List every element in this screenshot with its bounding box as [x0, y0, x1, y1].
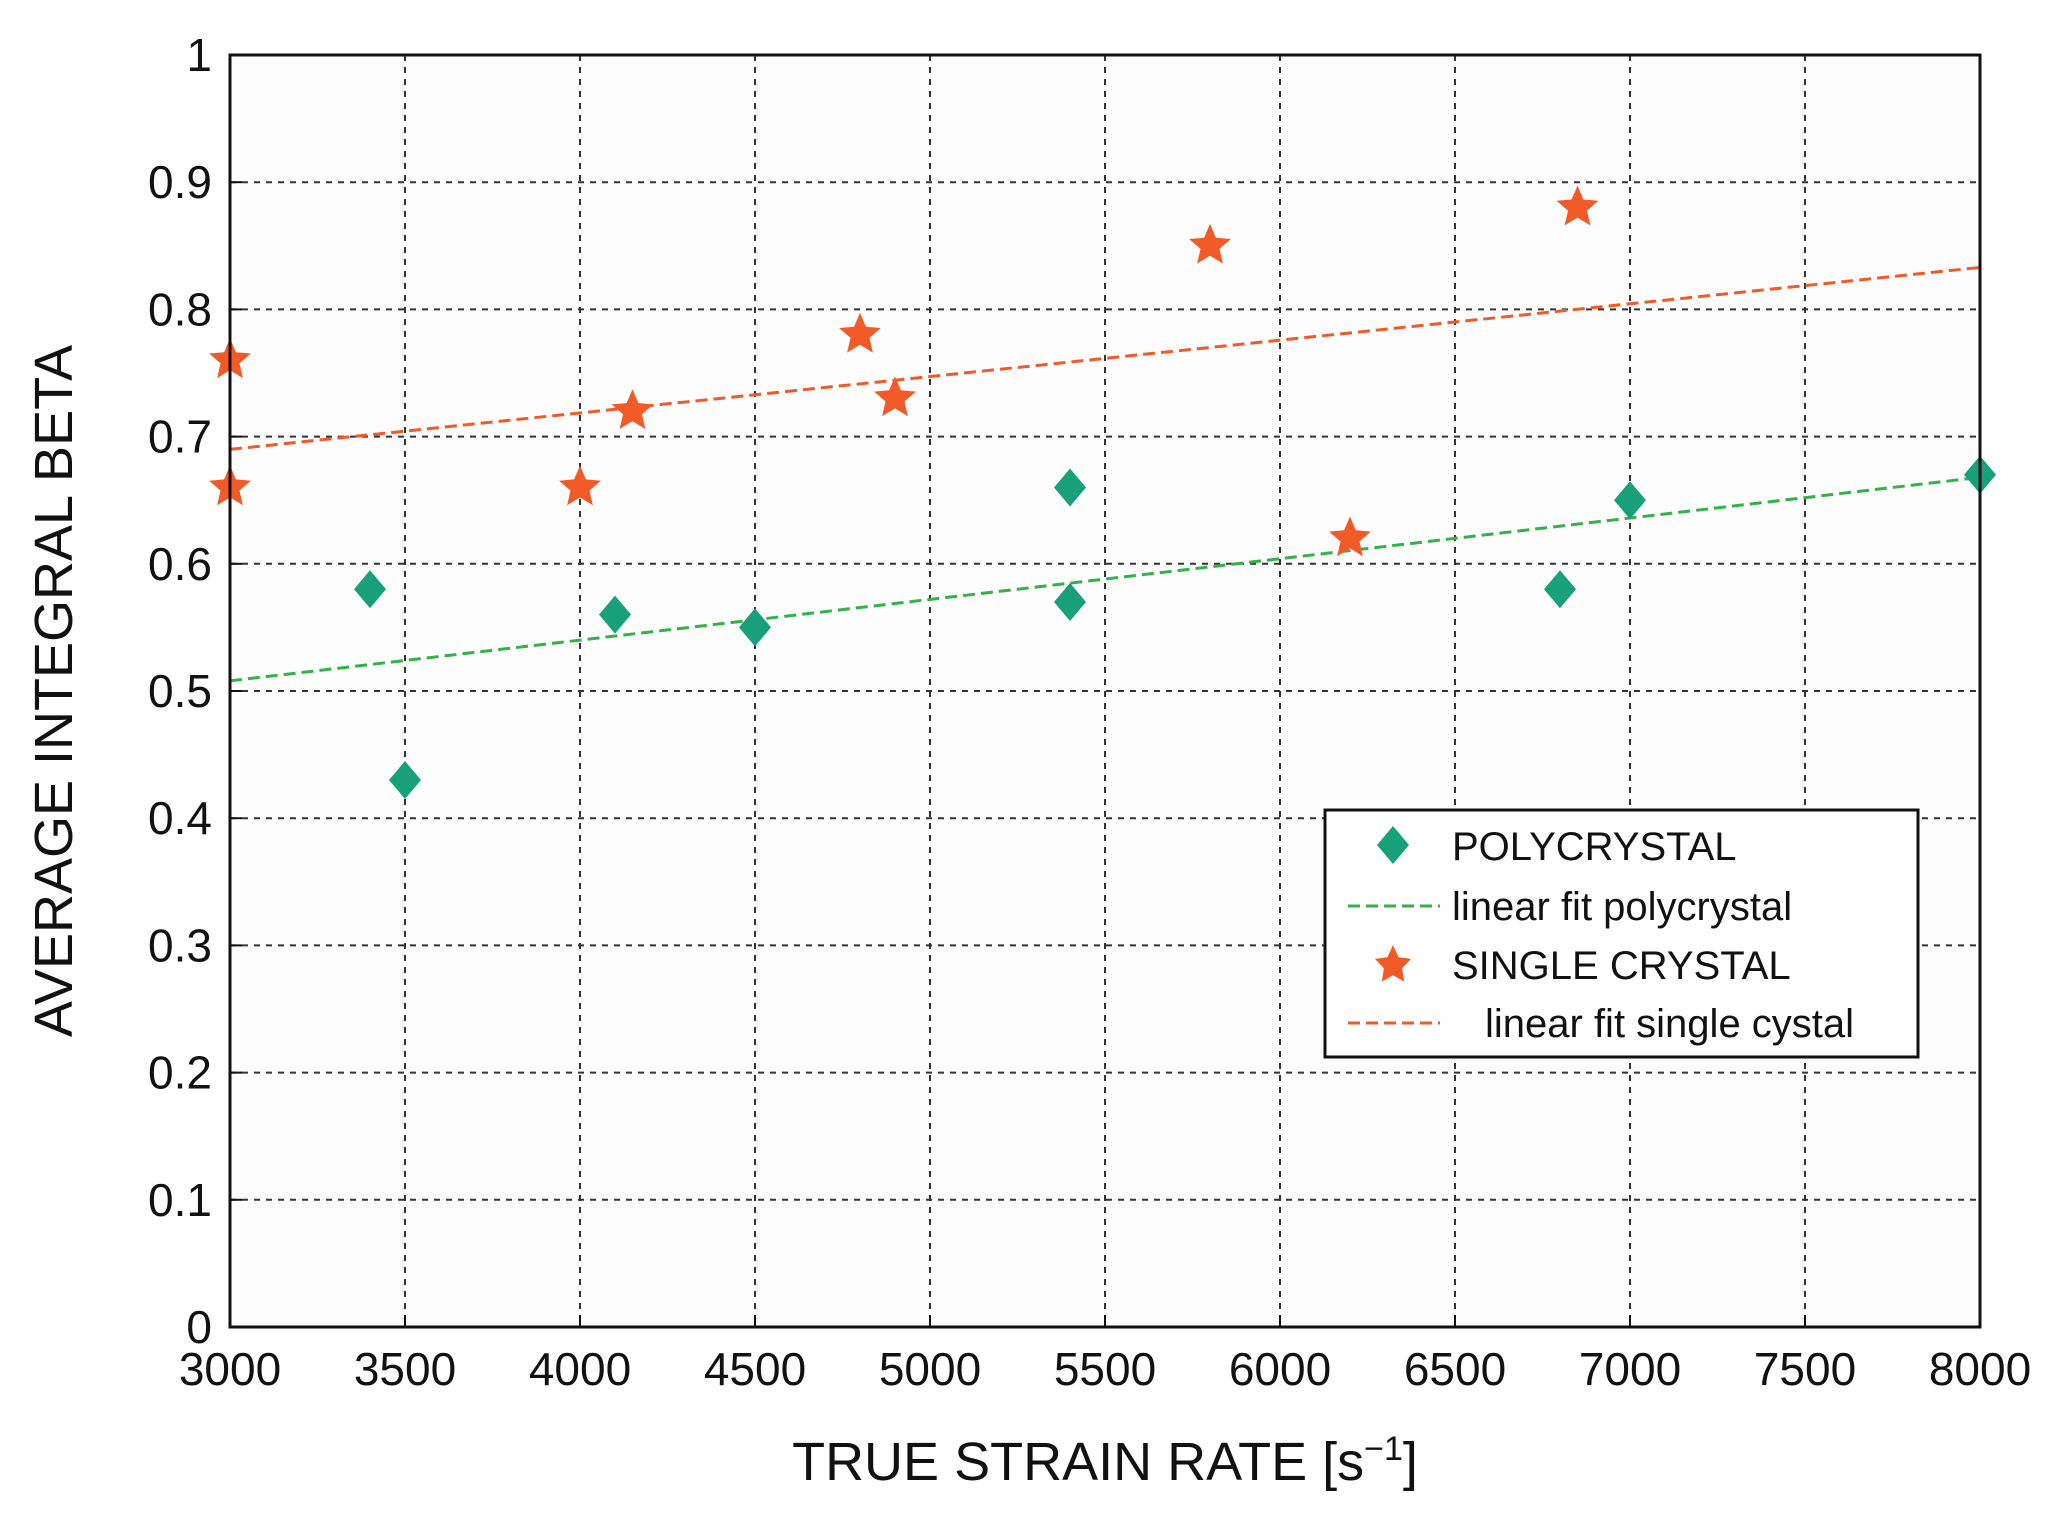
y-axis-title: AVERAGE INTEGRAL BETA [24, 345, 84, 1037]
marker-layer [209, 185, 1996, 800]
x-tick-label: 7000 [1579, 1343, 1681, 1395]
single-crystal-point [1329, 516, 1371, 557]
single-crystal-point [874, 376, 916, 417]
linear-fit-single-cystal-line [229, 265, 1981, 451]
single-crystal-point [1556, 185, 1599, 226]
x-tick-label: 4500 [704, 1343, 806, 1395]
legend-label-polycrystal-fit: linear fit polycrystal [1452, 885, 1792, 929]
polycrystal-point [1054, 582, 1086, 621]
y-tick-label: 0 [186, 1301, 212, 1353]
polycrystal-point [389, 761, 421, 800]
y-tick-label: 1 [186, 29, 212, 81]
y-tick-label: 0.2 [148, 1047, 212, 1099]
linear-fit-polycrystal-line [229, 475, 1981, 683]
x-axis-title: TRUE STRAIN RATE [s−1] [792, 1430, 1418, 1492]
x-tick-label: 6000 [1229, 1343, 1331, 1395]
x-tick-label: 3000 [179, 1343, 281, 1395]
x-axis-title-superscript: −1 [1364, 1430, 1403, 1468]
legend: POLYCRYSTAL linear fit polycrystal SINGL… [1323, 808, 1920, 1059]
polycrystal-point [1614, 481, 1646, 520]
y-tick-label: 0.7 [148, 411, 212, 463]
legend-label-single-crystal-fit: linear fit single cystal [1485, 1002, 1854, 1046]
fit-line-layer [229, 265, 1981, 683]
x-tick-label: 7500 [1754, 1343, 1856, 1395]
tick-label-layer: 3000 3500 4000 4500 5000 5500 6000 6500 7000 7500… [148, 29, 2031, 1395]
x-axis-title-main: TRUE STRAIN RATE [s [792, 1432, 1364, 1492]
x-tick-label: 3500 [354, 1343, 456, 1395]
legend-label-polycrystal: POLYCRYSTAL [1452, 825, 1737, 869]
x-axis-title-suffix: ] [1403, 1432, 1418, 1492]
polycrystal-point [354, 570, 386, 609]
y-tick-label: 0.4 [148, 792, 212, 844]
y-tick-label: 0.9 [148, 156, 212, 208]
polycrystal-point [1544, 570, 1576, 609]
y-tick-label: 0.5 [148, 665, 212, 717]
x-tick-label: 5500 [1054, 1343, 1156, 1395]
polycrystal-point [739, 608, 771, 647]
polycrystal-point [1054, 468, 1086, 507]
single-crystal-point [611, 389, 654, 429]
x-tick-label: 6500 [1404, 1343, 1506, 1395]
legend-polycrystal-diamond-icon [1377, 826, 1409, 864]
legend-box [1323, 808, 1920, 1059]
single-crystal-point [1189, 223, 1231, 264]
legend-single-crystal-star-icon [1374, 945, 1412, 982]
y-tick-label: 0.3 [148, 919, 212, 971]
y-tick-label: 0.1 [148, 1174, 212, 1226]
x-tick-label: 8000 [1929, 1343, 2031, 1395]
x-tick-label: 5000 [879, 1343, 981, 1395]
single-crystal-point [839, 312, 881, 353]
y-tick-label: 0.8 [148, 283, 212, 335]
grid-layer [230, 55, 1980, 1327]
x-tick-label: 4000 [529, 1343, 631, 1395]
legend-label-single-crystal: SINGLE CRYSTAL [1452, 944, 1791, 988]
y-tick-label: 0.6 [148, 538, 212, 590]
single-crystal-point [559, 465, 601, 506]
polycrystal-point [599, 595, 631, 634]
